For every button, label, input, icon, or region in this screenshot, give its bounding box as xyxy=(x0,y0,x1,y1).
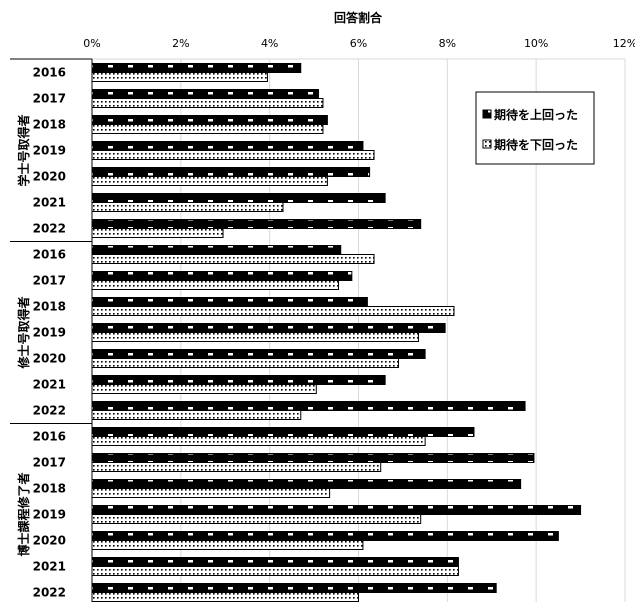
bar-above-expectation xyxy=(91,531,559,541)
bar-below-expectation xyxy=(91,176,328,186)
bar-above-expectation xyxy=(91,219,422,229)
legend-label-above: 期待を上回った xyxy=(494,107,578,122)
bar-below-expectation xyxy=(91,592,359,602)
bar-above-expectation xyxy=(91,193,386,203)
group-label: 博士課程修了者 xyxy=(16,472,31,556)
bar-above-expectation xyxy=(91,427,475,437)
bar-above-expectation xyxy=(91,141,364,151)
bar-below-expectation xyxy=(91,254,375,264)
bar-below-expectation xyxy=(91,540,364,550)
category-label: 2021 xyxy=(33,378,66,392)
category-label: 2019 xyxy=(33,326,66,340)
bar-below-expectation xyxy=(91,384,317,394)
category-label: 2018 xyxy=(33,300,66,314)
group-label: 修士号取得者 xyxy=(16,296,31,369)
bar-below-expectation xyxy=(91,72,268,82)
category-labels: 2016 2017 2018 2019 2020 2021 2022 2016 2017 2018… xyxy=(33,66,66,600)
bar-above-expectation xyxy=(91,583,497,593)
bar-below-expectation xyxy=(91,280,340,290)
bar-above-expectation xyxy=(91,297,368,307)
bar-above-expectation xyxy=(91,89,320,99)
bar-above-expectation xyxy=(91,115,328,125)
bar-below-expectation xyxy=(91,228,224,238)
legend-swatch-above xyxy=(482,109,492,119)
category-label: 2020 xyxy=(33,170,66,184)
bar-below-expectation xyxy=(91,202,284,212)
bar-below-expectation xyxy=(91,98,324,108)
legend-label-below: 期待を下回った xyxy=(494,137,578,152)
bar-above-expectation xyxy=(91,245,342,255)
bar-below-expectation xyxy=(91,332,419,342)
bar-below-expectation xyxy=(91,124,324,134)
category-label: 2018 xyxy=(33,118,66,132)
category-label: 2018 xyxy=(33,482,66,496)
bar-below-expectation xyxy=(91,358,399,368)
category-label: 2019 xyxy=(33,508,66,522)
bar-above-expectation xyxy=(91,63,302,73)
bar-below-expectation xyxy=(91,306,455,316)
category-label: 2021 xyxy=(33,196,66,210)
bar-above-expectation xyxy=(91,349,426,359)
legend-box xyxy=(475,91,595,165)
x-tick-label: 8% xyxy=(439,37,456,50)
x-tick-label: 2% xyxy=(172,37,189,50)
category-label: 2022 xyxy=(33,586,66,600)
x-tick-label: 6% xyxy=(350,37,367,50)
bar-above-expectation xyxy=(91,557,459,567)
category-label: 2016 xyxy=(33,248,66,262)
category-label: 2017 xyxy=(33,456,66,470)
x-tick-label: 10% xyxy=(524,37,548,50)
bar-above-expectation xyxy=(91,479,522,489)
x-axis-ticks: 0% 2% 4% 6% 8% 10% 12% xyxy=(83,37,635,50)
legend: 期待を上回った 期待を下回った xyxy=(475,91,595,165)
x-axis-title: 回答割合 xyxy=(334,10,383,25)
bar-above-expectation xyxy=(91,323,446,333)
bar-above-expectation xyxy=(91,271,353,281)
bar-above-expectation xyxy=(91,453,535,463)
category-label: 2021 xyxy=(33,560,66,574)
bar-below-expectation xyxy=(91,514,422,524)
legend-swatch-below xyxy=(482,139,492,149)
category-label: 2022 xyxy=(33,222,66,236)
bar-above-expectation xyxy=(91,401,526,411)
category-label: 2016 xyxy=(33,66,66,80)
category-label: 2019 xyxy=(33,144,66,158)
x-tick-label: 4% xyxy=(261,37,278,50)
bar-below-expectation xyxy=(91,150,375,160)
bars xyxy=(91,63,582,602)
bar-above-expectation xyxy=(91,375,386,385)
bar-above-expectation xyxy=(91,167,371,177)
category-label: 2022 xyxy=(33,404,66,418)
category-label: 2017 xyxy=(33,274,66,288)
group-label: 学士号取得者 xyxy=(16,114,31,186)
category-label: 2020 xyxy=(33,352,66,366)
bar-below-expectation xyxy=(91,436,426,446)
x-tick-label: 12% xyxy=(613,37,635,50)
group-separators xyxy=(10,58,92,424)
category-label: 2017 xyxy=(33,92,66,106)
category-label: 2020 xyxy=(33,534,66,548)
bar-above-expectation xyxy=(91,505,582,515)
bar-below-expectation xyxy=(91,462,382,472)
bar-below-expectation xyxy=(91,410,302,420)
x-tick-label: 0% xyxy=(83,37,100,50)
bar-below-expectation xyxy=(91,488,331,498)
bar-below-expectation xyxy=(91,566,459,576)
category-label: 2016 xyxy=(33,430,66,444)
